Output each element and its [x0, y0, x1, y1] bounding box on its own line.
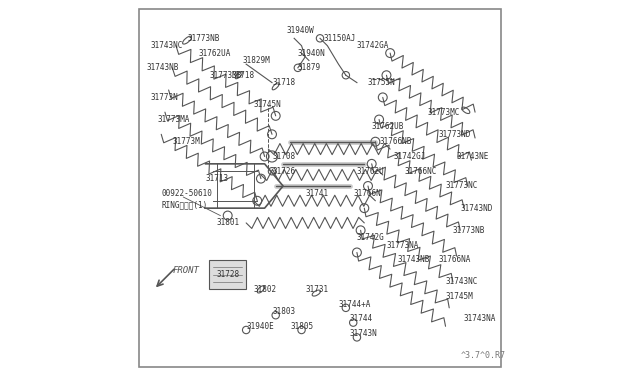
Text: 31150AJ: 31150AJ [324, 34, 356, 43]
Text: 31762UB: 31762UB [372, 122, 404, 131]
Text: 31731: 31731 [305, 285, 328, 294]
Text: 31744: 31744 [349, 314, 372, 323]
Text: 31743NC: 31743NC [445, 278, 478, 286]
Text: 31940E: 31940E [246, 322, 274, 331]
Text: 31773M: 31773M [172, 137, 200, 146]
Text: 31829M: 31829M [243, 56, 270, 65]
Text: 31743NB: 31743NB [147, 63, 179, 72]
Text: 31745M: 31745M [445, 292, 474, 301]
Text: 31773NB: 31773NB [453, 226, 485, 235]
Text: 31726: 31726 [272, 167, 295, 176]
Text: 31773ND: 31773ND [438, 130, 470, 139]
Text: 31773NC: 31773NC [445, 182, 478, 190]
Text: 31940N: 31940N [298, 49, 326, 58]
Text: 31773NA: 31773NA [387, 241, 419, 250]
Text: 31773NB: 31773NB [187, 34, 220, 43]
Text: 31743N: 31743N [349, 329, 378, 338]
Text: FRONT: FRONT [172, 266, 199, 275]
Text: 31773MA: 31773MA [157, 115, 190, 124]
Text: 31801: 31801 [216, 218, 240, 227]
Text: 31743NB: 31743NB [397, 255, 430, 264]
Text: 31728: 31728 [216, 270, 240, 279]
Text: 31766NA: 31766NA [438, 255, 470, 264]
Text: 31755N: 31755N [368, 78, 396, 87]
Text: 31718: 31718 [232, 71, 255, 80]
Text: 31762U: 31762U [357, 167, 385, 176]
Text: 31766NB: 31766NB [379, 137, 412, 146]
Text: 31742G: 31742G [357, 233, 385, 242]
Text: 31773N: 31773N [150, 93, 178, 102]
Text: 31766NC: 31766NC [405, 167, 437, 176]
Text: 31766N: 31766N [353, 189, 381, 198]
Text: 31708: 31708 [272, 152, 295, 161]
Text: 31743ND: 31743ND [460, 203, 493, 213]
Text: 31743NC: 31743NC [150, 41, 182, 50]
Text: RINGリング(1): RINGリング(1) [161, 200, 207, 209]
Text: 31742GJ: 31742GJ [394, 152, 426, 161]
Text: 31713: 31713 [205, 174, 228, 183]
Text: 31805: 31805 [291, 322, 314, 331]
Text: 31718: 31718 [272, 78, 295, 87]
Text: 00922-50610: 00922-50610 [161, 189, 212, 198]
Text: 31773MC: 31773MC [427, 108, 460, 117]
FancyBboxPatch shape [209, 260, 246, 289]
Text: 31744+A: 31744+A [339, 300, 371, 309]
Text: 31762UA: 31762UA [198, 49, 230, 58]
Text: 31803: 31803 [272, 307, 295, 316]
Text: ^3.7^0.R7: ^3.7^0.R7 [460, 351, 506, 360]
Text: 31741: 31741 [305, 189, 328, 198]
Text: 31743NA: 31743NA [464, 314, 497, 323]
Text: 31802: 31802 [253, 285, 276, 294]
Text: 31879: 31879 [298, 63, 321, 72]
Text: 31773MB: 31773MB [209, 71, 242, 80]
Text: 31742GA: 31742GA [357, 41, 389, 50]
Text: 31745N: 31745N [253, 100, 282, 109]
Text: 31743NE: 31743NE [456, 152, 489, 161]
Text: 31940W: 31940W [287, 26, 314, 35]
